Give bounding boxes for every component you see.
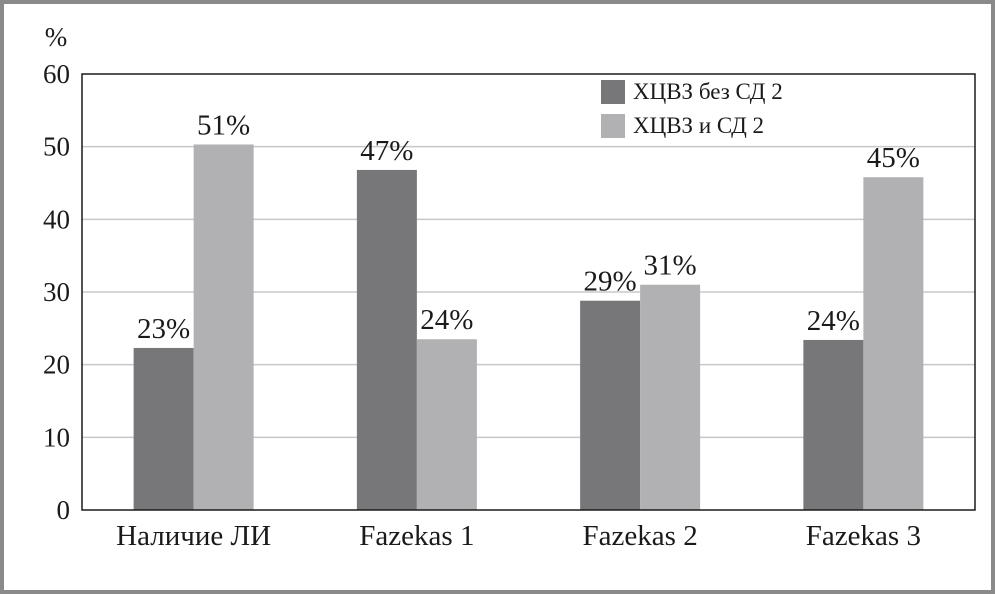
data-label: 45% (867, 142, 920, 174)
y-axis: 0 10 20 30 40 50 60 (43, 59, 70, 525)
bar (803, 339, 864, 510)
bar (640, 284, 701, 510)
y-tick-label: 30 (43, 277, 70, 307)
bar (416, 339, 477, 510)
data-labels: 23% 51% 47% 24% 29% 31% 24% 45% (137, 109, 920, 344)
legend-label: ХЦВЗ без СД 2 (633, 79, 783, 104)
y-tick-label: 50 (43, 132, 70, 162)
legend-label: ХЦВЗ и СД 2 (633, 113, 764, 138)
data-label: 29% (584, 266, 637, 298)
data-label: 24% (420, 304, 473, 336)
legend-swatch (601, 114, 625, 138)
legend: ХЦВЗ без СД 2 ХЦВЗ и СД 2 (601, 79, 783, 138)
data-label: 24% (807, 305, 860, 337)
data-label: 51% (197, 109, 250, 141)
plot-area-border (81, 73, 976, 511)
x-category-label: Fazekas 1 (359, 520, 474, 552)
bar (863, 177, 924, 511)
x-category-label: Наличие ЛИ (116, 520, 271, 552)
bar (133, 347, 194, 510)
x-category-label: Fazekas 3 (806, 520, 921, 552)
bar (580, 300, 641, 510)
bar (356, 169, 417, 511)
data-label: 31% (644, 250, 697, 282)
y-tick-label: 40 (43, 204, 70, 234)
bars (133, 144, 924, 511)
y-axis-unit-label: % (45, 22, 68, 52)
y-tick-label: 20 (43, 350, 70, 380)
y-tick-label: 10 (43, 422, 70, 452)
legend-swatch (601, 80, 625, 104)
y-tick-label: 0 (57, 495, 71, 525)
y-tick-label: 60 (43, 59, 70, 89)
bar (193, 144, 254, 510)
x-axis: Наличие ЛИ Fazekas 1 Fazekas 2 Fazekas 3 (116, 520, 921, 552)
x-category-label: Fazekas 2 (583, 520, 698, 552)
data-label: 47% (360, 135, 413, 167)
data-label: 23% (137, 313, 190, 345)
